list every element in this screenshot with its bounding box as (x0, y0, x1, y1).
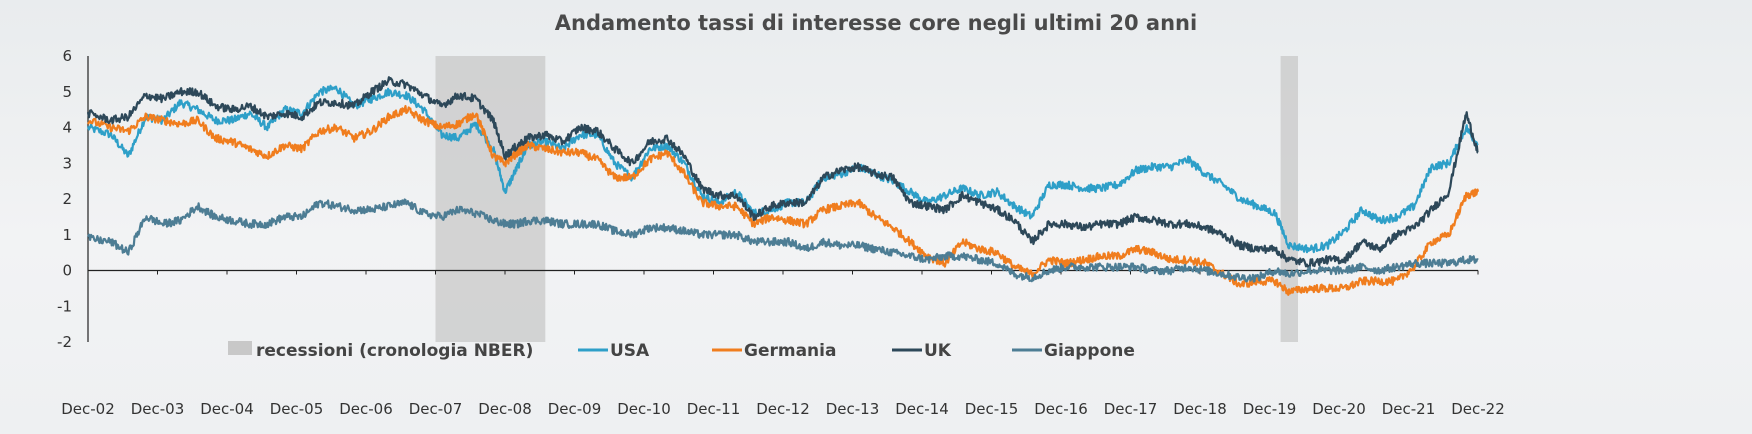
axes: 6 5 4 3 2 1 0 -1 -2 Dec-02 Dec-03 Dec-04 Dec-05 Dec-0… (57, 47, 1505, 418)
legend-label-recessions: recessioni (cronologia NBER) (256, 341, 533, 361)
x-tick-label: Dec-09 (548, 400, 602, 418)
series-line-uk (86, 76, 1479, 268)
x-tick-label: Dec-22 (1451, 400, 1505, 418)
x-tick-label: Dec-04 (200, 400, 254, 418)
y-tick-label: 2 (62, 190, 72, 208)
x-tick-label: Dec-17 (1104, 400, 1158, 418)
x-tick-label: Dec-05 (270, 400, 324, 418)
y-tick-label: 1 (62, 226, 72, 244)
y-tick-label: 3 (62, 154, 72, 172)
recession-band-0 (435, 56, 546, 342)
series-line-giappone (87, 198, 1479, 283)
x-tick-label: Dec-10 (617, 400, 671, 418)
y-tick-label: 0 (62, 262, 72, 280)
series-line-usa (86, 84, 1479, 254)
legend-label-giappone: Giappone (1044, 341, 1135, 361)
x-tick-label: Dec-07 (409, 400, 463, 418)
legend-label-uk: UK (924, 341, 952, 361)
y-tick-label: 6 (62, 47, 72, 65)
x-tick-label: Dec-02 (61, 400, 115, 418)
legend-label-usa: USA (610, 341, 650, 361)
legend-label-germania: Germania (744, 341, 836, 361)
x-tick-label: Dec-08 (478, 400, 532, 418)
x-tick-label: Dec-13 (826, 400, 880, 418)
legend: recessioni (cronologia NBER) USA Germania… (228, 341, 1135, 361)
x-tick-label: Dec-20 (1312, 400, 1366, 418)
x-tick-label: Dec-15 (965, 400, 1019, 418)
x-tick-label: Dec-21 (1382, 400, 1436, 418)
series-line-germania (87, 104, 1480, 296)
x-tick-label: Dec-12 (756, 400, 810, 418)
x-tick-label: Dec-06 (339, 400, 393, 418)
series-lines (86, 76, 1480, 296)
chart-title: Andamento tassi di interesse core negli … (555, 11, 1197, 35)
x-tick-label: Dec-16 (1034, 400, 1088, 418)
legend-swatch-recessions (228, 341, 252, 355)
x-tick-label: Dec-11 (687, 400, 741, 418)
recession-band-1 (1280, 56, 1298, 342)
x-tick-label: Dec-14 (895, 400, 949, 418)
recession-bands (435, 56, 1298, 342)
x-tick-label: Dec-03 (131, 400, 185, 418)
x-tick-label: Dec-18 (1173, 400, 1227, 418)
y-tick-label: -2 (57, 333, 72, 351)
y-tick-label: 4 (62, 119, 72, 137)
y-tick-label: -1 (57, 297, 72, 315)
x-tick-label: Dec-19 (1243, 400, 1297, 418)
y-tick-label: 5 (62, 83, 72, 101)
